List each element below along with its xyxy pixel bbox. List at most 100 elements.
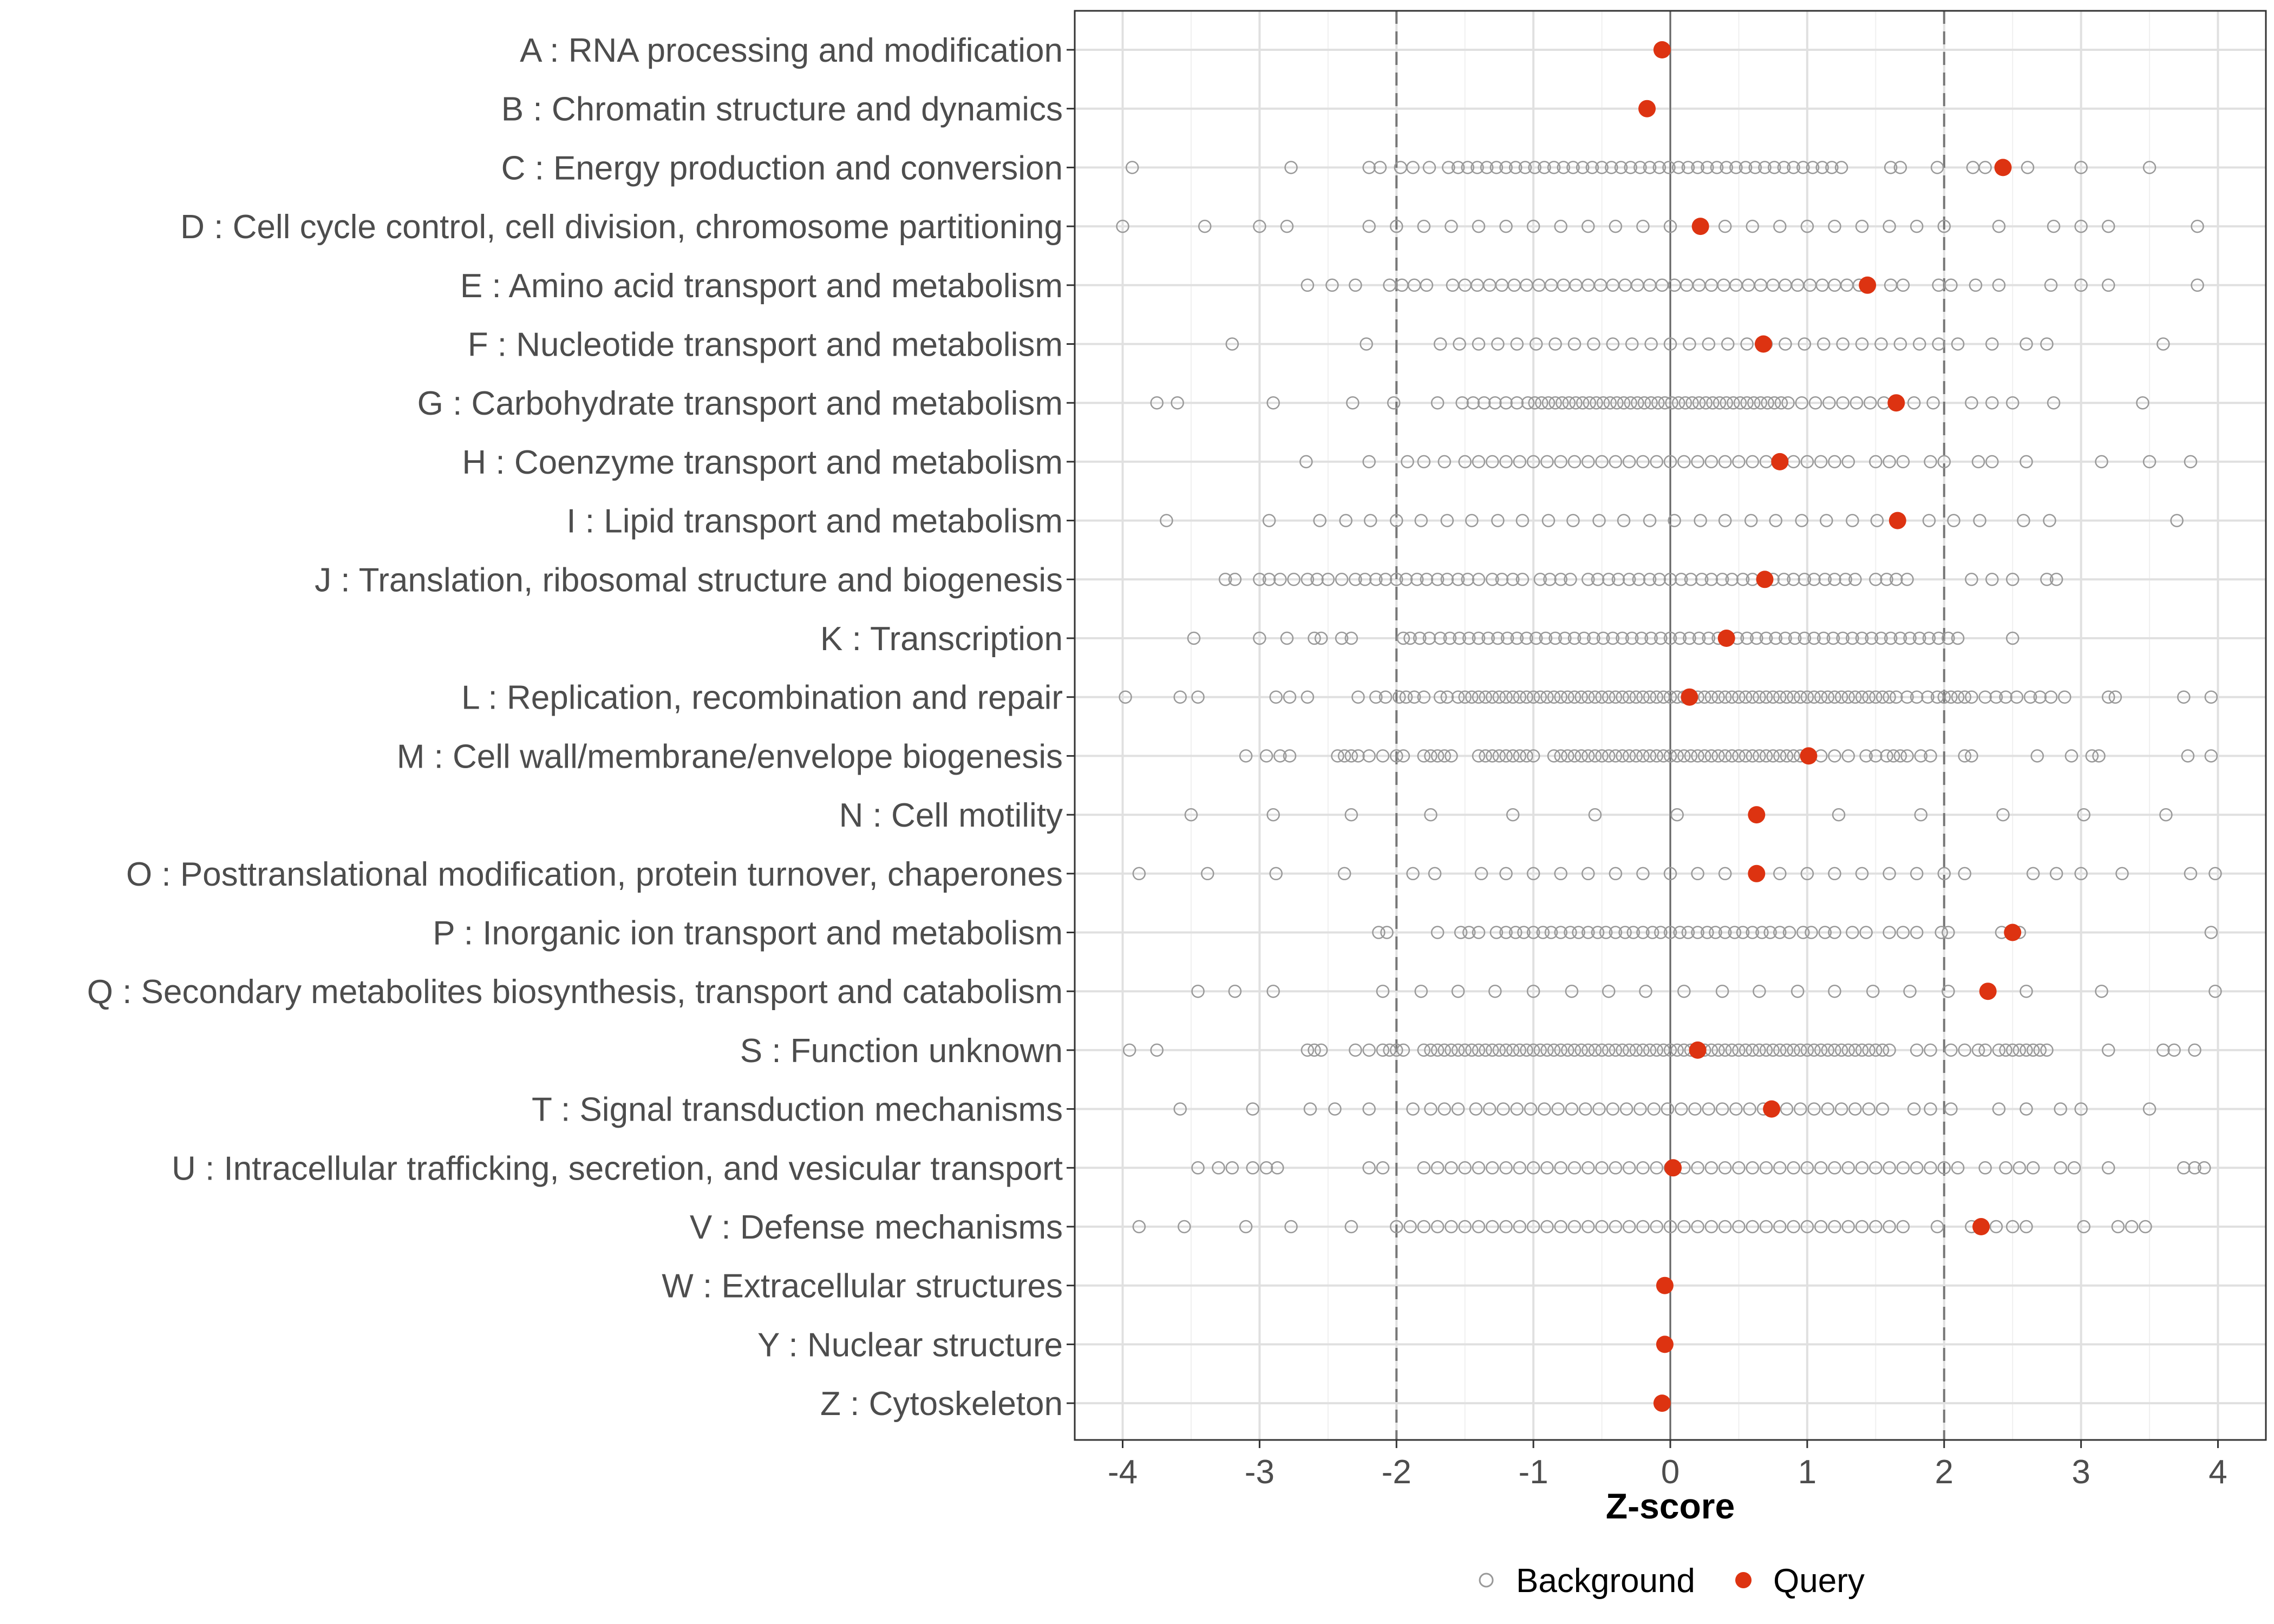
- background-point: [1924, 749, 1937, 763]
- background-point: [1828, 1043, 1841, 1057]
- background-point: [1554, 1043, 1567, 1057]
- background-point: [1671, 161, 1685, 174]
- background-point: [1896, 1220, 1910, 1234]
- background-point: [1652, 573, 1667, 586]
- background-point: [1718, 926, 1732, 939]
- background-point: [1846, 631, 1859, 645]
- background-point: [1996, 808, 2010, 822]
- background-point: [1965, 749, 1978, 763]
- category-label: Q : Secondary metabolites biosynthesis, …: [87, 973, 1063, 1011]
- background-point: [1718, 1043, 1732, 1057]
- background-point: [1554, 1161, 1567, 1175]
- background-point: [1631, 396, 1644, 410]
- background-point: [1609, 926, 1623, 939]
- background-point: [1839, 573, 1852, 586]
- background-point: [1755, 926, 1769, 939]
- background-point: [1684, 573, 1698, 586]
- background-point: [2101, 278, 2115, 292]
- background-point: [1746, 690, 1759, 704]
- background-point: [1567, 1161, 1582, 1175]
- background-point: [1390, 219, 1403, 233]
- background-point: [1577, 631, 1591, 645]
- background-point: [1709, 926, 1722, 939]
- background-point: [1869, 1220, 1883, 1234]
- background-point: [1814, 1220, 1828, 1234]
- background-point: [1729, 1102, 1743, 1116]
- background-point: [1445, 1043, 1458, 1057]
- background-point: [1380, 926, 1394, 939]
- background-point: [1663, 337, 1677, 351]
- background-point: [1576, 396, 1590, 410]
- background-point: [1533, 1043, 1547, 1057]
- background-point: [1428, 867, 1442, 881]
- background-point: [2125, 1220, 2139, 1234]
- background-point: [1401, 455, 1414, 469]
- background-point: [1732, 455, 1746, 469]
- background-point: [1643, 690, 1657, 704]
- background-point: [1622, 1161, 1636, 1175]
- background-point: [1358, 573, 1372, 586]
- background-point: [1465, 1043, 1479, 1057]
- background-point: [1595, 690, 1609, 704]
- background-point: [1529, 631, 1543, 645]
- background-point: [1793, 1043, 1807, 1057]
- background-point: [1362, 749, 1376, 763]
- query-point: [1771, 453, 1789, 470]
- background-point: [1715, 573, 1729, 586]
- background-point: [1433, 337, 1447, 351]
- category-label: Z : Cytoskeleton: [820, 1385, 1063, 1423]
- background-point: [1198, 219, 1212, 233]
- background-point: [1417, 1043, 1431, 1057]
- background-point: [1454, 926, 1468, 939]
- background-point: [2077, 1220, 2090, 1234]
- background-point: [1883, 690, 1896, 704]
- background-point: [1520, 631, 1533, 645]
- background-point: [1710, 161, 1724, 174]
- background-point: [1430, 749, 1445, 763]
- background-point: [1910, 1161, 1924, 1175]
- background-point: [1855, 631, 1869, 645]
- background-point: [1396, 1043, 1410, 1057]
- background-point: [1780, 690, 1794, 704]
- background-point: [1769, 631, 1782, 645]
- background-point: [1406, 867, 1420, 881]
- background-point: [1673, 631, 1687, 645]
- background-point: [1572, 926, 1585, 939]
- background-point: [1567, 631, 1582, 645]
- background-point: [1691, 1161, 1704, 1175]
- background-point: [1855, 867, 1869, 881]
- background-point: [1526, 984, 1540, 998]
- background-point: [1518, 161, 1532, 174]
- background-point: [1774, 396, 1788, 410]
- background-point: [1820, 514, 1833, 527]
- background-point: [1399, 690, 1413, 704]
- background-point: [1779, 337, 1792, 351]
- background-point: [1403, 1220, 1417, 1234]
- x-tick-label: -3: [1245, 1453, 1275, 1491]
- background-point: [1574, 749, 1588, 763]
- background-point: [1491, 514, 1505, 527]
- background-point: [1445, 749, 1458, 763]
- background-point: [1440, 573, 1454, 586]
- background-point: [2054, 1102, 2067, 1116]
- background-point: [1818, 926, 1832, 939]
- background-point: [1862, 1043, 1876, 1057]
- background-point: [1609, 690, 1623, 704]
- background-point: [1753, 1043, 1766, 1057]
- background-point: [1625, 337, 1639, 351]
- background-point: [1301, 1043, 1315, 1057]
- background-point: [2023, 690, 2037, 704]
- background-point: [1328, 1102, 1342, 1116]
- background-point: [1654, 631, 1668, 645]
- x-axis-ticks: -4 -3 -2 -1 0 1 2 3 4: [1108, 1440, 2227, 1491]
- background-point: [1489, 161, 1504, 174]
- background-point: [1910, 867, 1924, 881]
- background-point: [1424, 1043, 1437, 1057]
- background-point: [1269, 690, 1283, 704]
- background-point: [1644, 337, 1658, 351]
- background-point: [1462, 926, 1476, 939]
- background-point: [1704, 1220, 1718, 1234]
- background-point: [1932, 337, 1945, 351]
- background-point: [1437, 749, 1452, 763]
- query-point: [1664, 1159, 1682, 1177]
